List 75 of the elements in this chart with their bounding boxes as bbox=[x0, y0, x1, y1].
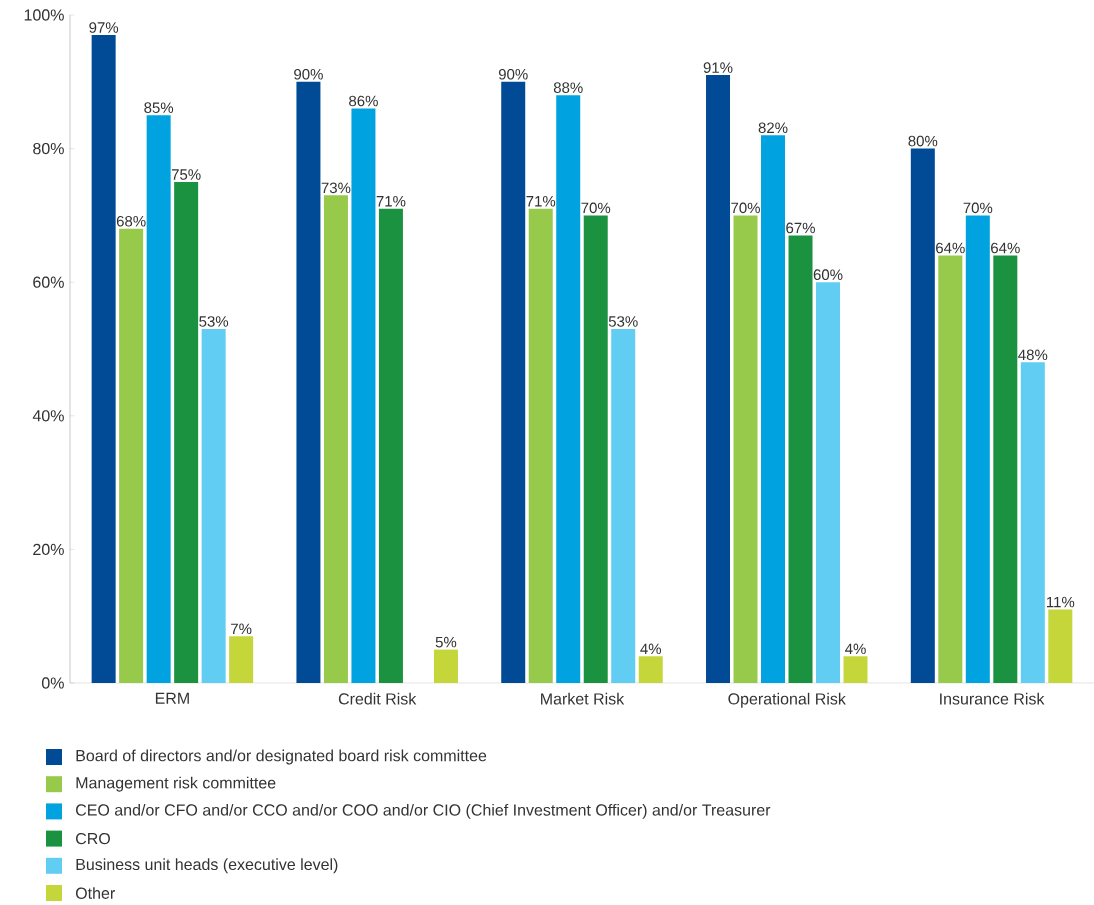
legend-label: Business unit heads (executive level) bbox=[76, 858, 338, 874]
data-label: 64% bbox=[991, 242, 1020, 254]
bar bbox=[229, 636, 254, 683]
x-tick-label: Insurance Risk bbox=[940, 692, 1045, 705]
bar bbox=[816, 282, 841, 683]
data-label: 60% bbox=[813, 269, 843, 280]
data-label: 82% bbox=[758, 122, 788, 134]
bar bbox=[351, 108, 376, 683]
data-label: 70% bbox=[731, 202, 760, 214]
bar bbox=[638, 656, 663, 683]
bar bbox=[706, 75, 731, 683]
y-tick-label: 20% bbox=[33, 543, 64, 556]
data-label: 7% bbox=[231, 623, 252, 635]
data-label: 5% bbox=[435, 636, 457, 648]
bar bbox=[378, 208, 403, 683]
bar bbox=[323, 195, 348, 683]
data-label: 53% bbox=[199, 316, 229, 327]
data-label: 48% bbox=[1018, 349, 1048, 361]
bar bbox=[528, 208, 553, 683]
x-tick-label: Operational Risk bbox=[728, 692, 846, 708]
bar bbox=[611, 328, 636, 683]
data-label: 88% bbox=[553, 82, 583, 93]
legend-label: Other bbox=[75, 887, 115, 899]
data-label: 67% bbox=[786, 222, 815, 234]
bar bbox=[91, 35, 116, 683]
data-label: 86% bbox=[349, 95, 378, 107]
bar bbox=[965, 215, 990, 683]
y-tick-label: 100% bbox=[24, 9, 64, 21]
bar bbox=[733, 215, 758, 683]
data-label: 4% bbox=[640, 643, 662, 655]
x-tick-label: ERM bbox=[155, 692, 189, 704]
bar bbox=[1048, 609, 1073, 683]
x-tick-label: Credit Risk bbox=[338, 692, 417, 705]
data-label: 73% bbox=[321, 182, 351, 194]
bar bbox=[174, 181, 199, 683]
y-tick-label: 40% bbox=[32, 410, 64, 422]
bar bbox=[843, 656, 868, 683]
data-label: 85% bbox=[144, 102, 174, 113]
bar bbox=[433, 649, 458, 683]
legend-label: CEO and/or CFO and/or CCO and/or COO and/or CIO (Chief Investment Officer) and/or Treasurer bbox=[76, 803, 771, 819]
data-label: 70% bbox=[581, 202, 611, 214]
data-label: 11% bbox=[1047, 596, 1075, 608]
data-label: 71% bbox=[526, 196, 556, 207]
bar bbox=[146, 115, 171, 683]
data-label: 90% bbox=[294, 68, 323, 80]
legend-label: Management risk committee bbox=[76, 776, 276, 792]
data-label: 68% bbox=[116, 215, 146, 227]
data-label: 71% bbox=[376, 196, 406, 207]
bar bbox=[501, 81, 526, 683]
y-tick-label: 0% bbox=[41, 677, 64, 689]
y-tick-label: 60% bbox=[33, 276, 64, 288]
data-label: 97% bbox=[89, 22, 119, 33]
data-label: 70% bbox=[963, 202, 993, 214]
y-tick-label: 80% bbox=[33, 142, 64, 155]
bar bbox=[761, 135, 786, 683]
data-label: 64% bbox=[936, 242, 965, 254]
bar bbox=[910, 148, 935, 683]
bar bbox=[119, 228, 144, 683]
x-tick-label: Market Risk bbox=[541, 692, 625, 705]
data-label: 4% bbox=[845, 643, 866, 655]
bar bbox=[556, 95, 581, 683]
legend-label: CRO bbox=[76, 832, 110, 845]
bar bbox=[1020, 362, 1045, 683]
data-label: 90% bbox=[498, 68, 528, 80]
bar bbox=[296, 81, 321, 683]
data-label: 53% bbox=[608, 316, 638, 327]
bar bbox=[938, 255, 963, 683]
bar bbox=[201, 328, 226, 683]
legend-label: Board of directors and/or designated board risk committee bbox=[76, 749, 487, 765]
bar bbox=[583, 215, 608, 683]
data-label: 75% bbox=[171, 169, 201, 180]
bar bbox=[788, 235, 813, 683]
bar bbox=[993, 255, 1018, 683]
data-label: 80% bbox=[908, 135, 938, 147]
data-label: 91% bbox=[703, 62, 733, 73]
